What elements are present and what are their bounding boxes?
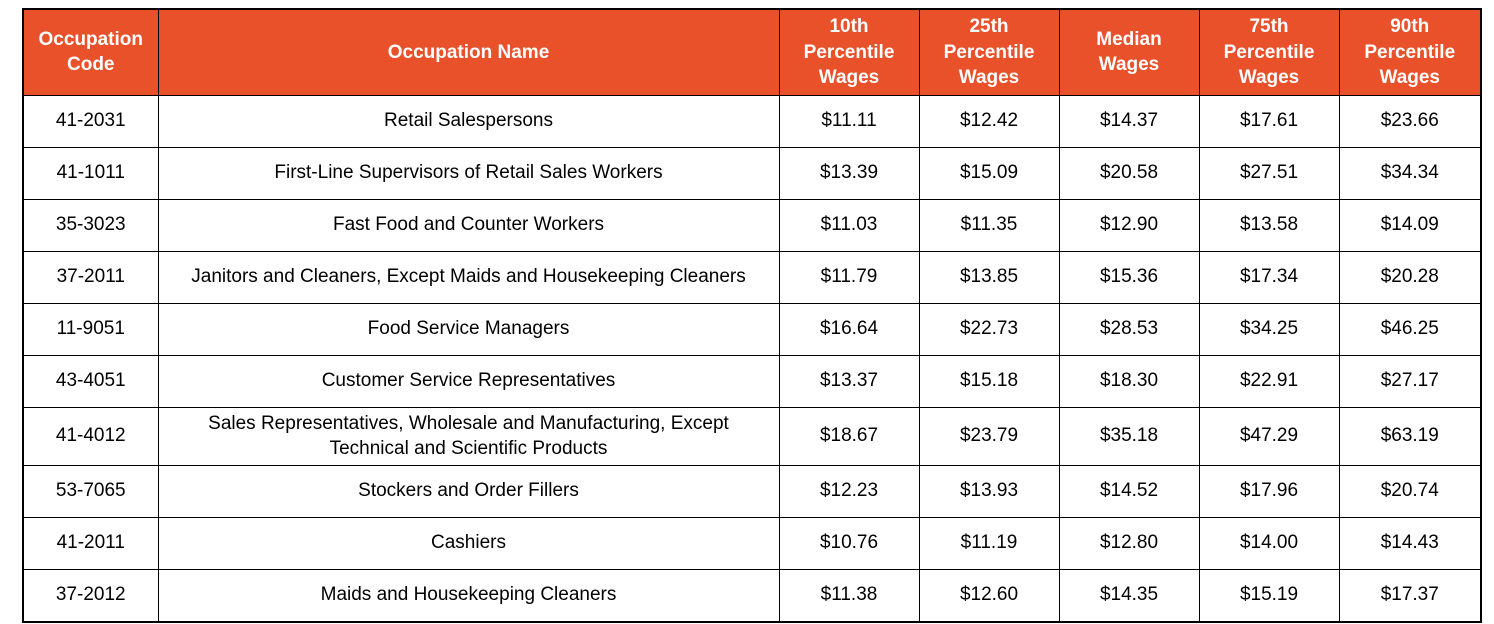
cell-median: $14.52	[1058, 465, 1200, 519]
cell-p25: $11.19	[918, 517, 1060, 571]
cell-name: Janitors and Cleaners, Except Maids and …	[157, 250, 780, 304]
table-body: 41-2031 Retail Salespersons $11.11 $12.42 $1…	[22, 94, 1482, 623]
cell-p90: $63.19	[1338, 406, 1482, 467]
column-header-p75: 75th Percentile Wages	[1198, 7, 1340, 96]
table-row: 41-4012 Sales Representatives, Wholesale …	[22, 406, 1482, 467]
cell-p75: $22.91	[1198, 354, 1340, 408]
cell-p75: $15.19	[1198, 569, 1340, 623]
cell-code: 43-4051	[22, 354, 159, 408]
cell-code: 37-2012	[22, 569, 159, 623]
table-row: 41-2031 Retail Salespersons $11.11 $12.42 $1…	[22, 94, 1482, 148]
cell-p90: $27.17	[1338, 354, 1482, 408]
cell-p90: $34.34	[1338, 146, 1482, 200]
cell-p10: $13.37	[778, 354, 920, 408]
table-row: 11-9051 Food Service Managers $16.64 $22.73…	[22, 302, 1482, 356]
cell-median: $28.53	[1058, 302, 1200, 356]
table-header-row: Occupation Code Occupation Name 10th Perce…	[22, 7, 1482, 96]
cell-median: $14.37	[1058, 94, 1200, 148]
cell-p10: $13.39	[778, 146, 920, 200]
cell-p25: $22.73	[918, 302, 1060, 356]
cell-p25: $13.93	[918, 465, 1060, 519]
column-header-median: Median Wages	[1058, 7, 1200, 96]
cell-p75: $17.61	[1198, 94, 1340, 148]
cell-median: $12.80	[1058, 517, 1200, 571]
cell-p90: $14.43	[1338, 517, 1482, 571]
cell-median: $12.90	[1058, 198, 1200, 252]
cell-p10: $11.03	[778, 198, 920, 252]
cell-p75: $17.96	[1198, 465, 1340, 519]
cell-p75: $14.00	[1198, 517, 1340, 571]
cell-p25: $15.18	[918, 354, 1060, 408]
cell-code: 41-2031	[22, 94, 159, 148]
cell-code: 35-3023	[22, 198, 159, 252]
cell-p90: $23.66	[1338, 94, 1482, 148]
cell-median: $35.18	[1058, 406, 1200, 467]
table-row: 41-1011 First-Line Supervisors of Retail …	[22, 146, 1482, 200]
cell-median: $14.35	[1058, 569, 1200, 623]
table-row: 43-4051 Customer Service Representatives $…	[22, 354, 1482, 408]
cell-code: 53-7065	[22, 465, 159, 519]
table-row: 41-2011 Cashiers $10.76 $11.19 $12.80 $14.00 $…	[22, 517, 1482, 571]
cell-name: Retail Salespersons	[157, 94, 780, 148]
cell-p25: $13.85	[918, 250, 1060, 304]
column-header-code: Occupation Code	[22, 7, 159, 96]
cell-name: Food Service Managers	[157, 302, 780, 356]
cell-p90: $20.28	[1338, 250, 1482, 304]
table-row: 53-7065 Stockers and Order Fillers $12.23 $…	[22, 465, 1482, 519]
cell-p90: $14.09	[1338, 198, 1482, 252]
occupation-wages-table: Occupation Code Occupation Name 10th Perce…	[22, 7, 1482, 623]
cell-p10: $16.64	[778, 302, 920, 356]
cell-p25: $15.09	[918, 146, 1060, 200]
table-row: 37-2012 Maids and Housekeeping Cleaners $1…	[22, 569, 1482, 623]
column-header-p10: 10th Percentile Wages	[778, 7, 920, 96]
cell-name: Fast Food and Counter Workers	[157, 198, 780, 252]
cell-name: Stockers and Order Fillers	[157, 465, 780, 519]
cell-p10: $11.11	[778, 94, 920, 148]
cell-p10: $18.67	[778, 406, 920, 467]
cell-p75: $47.29	[1198, 406, 1340, 467]
cell-p90: $46.25	[1338, 302, 1482, 356]
cell-p25: $12.42	[918, 94, 1060, 148]
table-row: 37-2011 Janitors and Cleaners, Except Mai…	[22, 250, 1482, 304]
cell-p90: $17.37	[1338, 569, 1482, 623]
table-row: 35-3023 Fast Food and Counter Workers $11.…	[22, 198, 1482, 252]
column-header-p90: 90th Percentile Wages	[1338, 7, 1482, 96]
cell-p25: $23.79	[918, 406, 1060, 467]
cell-p75: $13.58	[1198, 198, 1340, 252]
column-header-p25: 25th Percentile Wages	[918, 7, 1060, 96]
cell-code: 41-1011	[22, 146, 159, 200]
cell-p25: $11.35	[918, 198, 1060, 252]
cell-p10: $10.76	[778, 517, 920, 571]
cell-p90: $20.74	[1338, 465, 1482, 519]
cell-p75: $27.51	[1198, 146, 1340, 200]
column-header-name: Occupation Name	[157, 7, 780, 96]
cell-name: First-Line Supervisors of Retail Sales W…	[157, 146, 780, 200]
cell-name: Maids and Housekeeping Cleaners	[157, 569, 780, 623]
cell-code: 37-2011	[22, 250, 159, 304]
cell-p25: $12.60	[918, 569, 1060, 623]
cell-median: $18.30	[1058, 354, 1200, 408]
cell-name: Cashiers	[157, 517, 780, 571]
cell-code: 41-2011	[22, 517, 159, 571]
cell-code: 41-4012	[22, 406, 159, 467]
cell-median: $20.58	[1058, 146, 1200, 200]
cell-median: $15.36	[1058, 250, 1200, 304]
cell-p10: $11.79	[778, 250, 920, 304]
cell-p10: $11.38	[778, 569, 920, 623]
cell-name: Customer Service Representatives	[157, 354, 780, 408]
cell-code: 11-9051	[22, 302, 159, 356]
cell-p75: $34.25	[1198, 302, 1340, 356]
cell-p75: $17.34	[1198, 250, 1340, 304]
cell-name: Sales Representatives, Wholesale and Man…	[157, 406, 780, 467]
cell-p10: $12.23	[778, 465, 920, 519]
